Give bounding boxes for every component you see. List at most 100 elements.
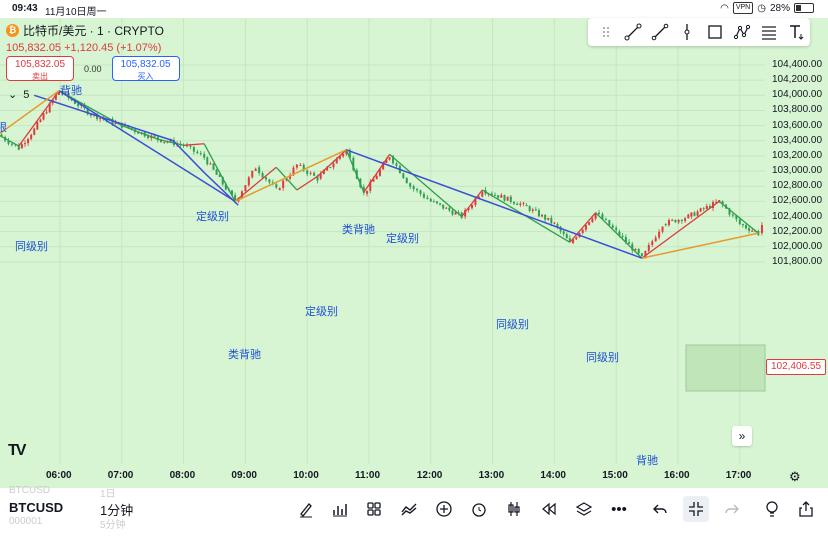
- candle-body: [254, 168, 257, 171]
- time-axis[interactable]: 06:00 07:00 08:00 09:00 10:00 11:00 12:00 13:00…: [0, 464, 765, 488]
- add-icon[interactable]: [431, 496, 457, 522]
- candle-body: [464, 209, 467, 217]
- chart-settings-icon[interactable]: ⚙: [789, 469, 801, 484]
- sell-button[interactable]: 105,832.05 卖出: [6, 56, 74, 81]
- segment-line-blue[interactable]: [58, 90, 236, 202]
- symbol-title[interactable]: 比特币/美元 · 1 · CRYPTO: [23, 24, 164, 38]
- trend-line-tool-icon[interactable]: [647, 18, 674, 46]
- segment-line-blue[interactable]: [346, 149, 643, 259]
- pen-icon[interactable]: [293, 496, 319, 522]
- chart-annotation-label[interactable]: 定级别: [386, 233, 419, 245]
- more-icon[interactable]: •••: [611, 500, 627, 518]
- chart-annotation-label[interactable]: 定级别: [305, 306, 338, 318]
- candle-body: [445, 207, 448, 209]
- chart-annotation-label[interactable]: 同级别: [586, 352, 619, 364]
- candle-body: [329, 166, 332, 168]
- candle-body: [268, 179, 271, 183]
- candle-body: [196, 151, 199, 154]
- indicator-toggle[interactable]: ⌄ 5: [8, 88, 29, 102]
- rectangle-tool-icon[interactable]: [701, 18, 728, 46]
- zigzag-down-stroke[interactable]: [389, 153, 463, 217]
- layout-grid-icon[interactable]: [361, 496, 387, 522]
- candle-body: [405, 177, 408, 184]
- zigzag-up-stroke[interactable]: [234, 166, 277, 202]
- buy-button[interactable]: 105,832.05 买入: [111, 56, 180, 81]
- candle-body: [493, 194, 496, 196]
- segment-line-orange[interactable]: [0, 90, 60, 135]
- chart-annotation-label[interactable]: 类背驰: [342, 224, 375, 236]
- trend-angle-tool-icon[interactable]: [619, 18, 646, 46]
- candle-body: [378, 169, 381, 176]
- zigzag-up-stroke[interactable]: [296, 175, 318, 191]
- candle-body: [721, 201, 724, 205]
- candle-body: [451, 210, 454, 215]
- time-tick-label: 17:00: [725, 470, 752, 481]
- zigzag-down-stroke[interactable]: [345, 149, 365, 193]
- chart-type-icon[interactable]: [327, 496, 353, 522]
- price-chart[interactable]: [0, 18, 828, 488]
- candle-body: [137, 131, 140, 134]
- vertical-line-tool-icon[interactable]: [674, 18, 701, 46]
- ideas-icon[interactable]: [759, 496, 785, 522]
- replay-icon[interactable]: [536, 496, 562, 522]
- candle-body: [366, 190, 369, 194]
- redo-icon[interactable]: [719, 496, 745, 522]
- alarm-icon[interactable]: [466, 496, 492, 522]
- symbol-header[interactable]: ₿ 比特币/美元 · 1 · CRYPTO 105,832.05 +1,120.…: [6, 22, 164, 54]
- chart-annotation-label[interactable]: 限: [0, 122, 7, 134]
- candle-body: [240, 191, 243, 198]
- chart-annotation-label[interactable]: 同级别: [15, 241, 48, 253]
- price-axis[interactable]: 104,400.00 104,200.00 104,000.00 103,800.00…: [765, 18, 828, 464]
- zigzag-up-stroke[interactable]: [18, 90, 60, 147]
- chart-annotation-label[interactable]: 背驰: [60, 85, 82, 97]
- zigzag-down-stroke[interactable]: [157, 138, 184, 146]
- zigzag-up-stroke[interactable]: [461, 189, 483, 217]
- zigzag-down-stroke[interactable]: [275, 166, 298, 191]
- candle-body: [7, 140, 10, 144]
- interval-selector[interactable]: 1分钟: [100, 503, 134, 518]
- share-icon[interactable]: [793, 496, 819, 522]
- zigzag-up-stroke[interactable]: [641, 200, 720, 259]
- layers-icon[interactable]: [571, 496, 597, 522]
- candle-body: [604, 219, 607, 221]
- fullscreen-exit-icon[interactable]: [683, 496, 709, 522]
- chevron-down-icon[interactable]: ⌄: [8, 89, 18, 101]
- scroll-to-realtime-button[interactable]: »: [732, 426, 752, 446]
- candle-body: [278, 188, 281, 190]
- zigzag-up-stroke[interactable]: [363, 154, 391, 193]
- zigzag-down-stroke[interactable]: [718, 200, 759, 234]
- candle-body: [412, 186, 415, 189]
- chart-annotation-label[interactable]: 定级别: [196, 211, 229, 223]
- candle-body: [36, 121, 39, 130]
- indicators-icon[interactable]: [396, 496, 422, 522]
- candle-body: [699, 208, 702, 212]
- candle-body: [738, 219, 741, 225]
- prev-interval-ghost: 1日: [100, 489, 116, 500]
- undo-icon[interactable]: [647, 496, 673, 522]
- tradingview-logo[interactable]: TV: [8, 442, 27, 459]
- candles-icon[interactable]: [501, 496, 527, 522]
- zigzag-down-stroke[interactable]: [203, 143, 236, 202]
- chart-annotation-label[interactable]: 同级别: [496, 319, 529, 331]
- text-tool-icon[interactable]: [783, 18, 810, 46]
- range-box[interactable]: [685, 344, 766, 392]
- pattern-tool-icon[interactable]: [728, 18, 755, 46]
- segment-line-orange[interactable]: [234, 149, 347, 203]
- chart-annotation-label[interactable]: 背驰: [636, 455, 658, 467]
- chart-annotation-label[interactable]: 类背驰: [228, 349, 261, 361]
- zigzag-up-stroke[interactable]: [183, 143, 205, 146]
- candle-body: [544, 214, 547, 220]
- fib-tool-icon[interactable]: [756, 18, 783, 46]
- zigzag-up-stroke[interactable]: [569, 212, 597, 243]
- trend-lines[interactable]: [0, 90, 759, 259]
- zigzag-down-stroke[interactable]: [0, 134, 20, 147]
- candle-body: [640, 253, 643, 256]
- segment-line-orange[interactable]: [641, 232, 759, 259]
- zigzag-down-stroke[interactable]: [595, 212, 643, 259]
- zigzag-up-stroke[interactable]: [317, 149, 347, 177]
- segment-line-blue[interactable]: [172, 140, 205, 174]
- symbol-selector[interactable]: BTCUSD: [9, 500, 64, 515]
- chart-area[interactable]: ₿ 比特币/美元 · 1 · CRYPTO 105,832.05 +1,120.…: [0, 18, 828, 488]
- zigzag-down-stroke[interactable]: [121, 124, 159, 140]
- drag-handle-icon[interactable]: [592, 18, 619, 46]
